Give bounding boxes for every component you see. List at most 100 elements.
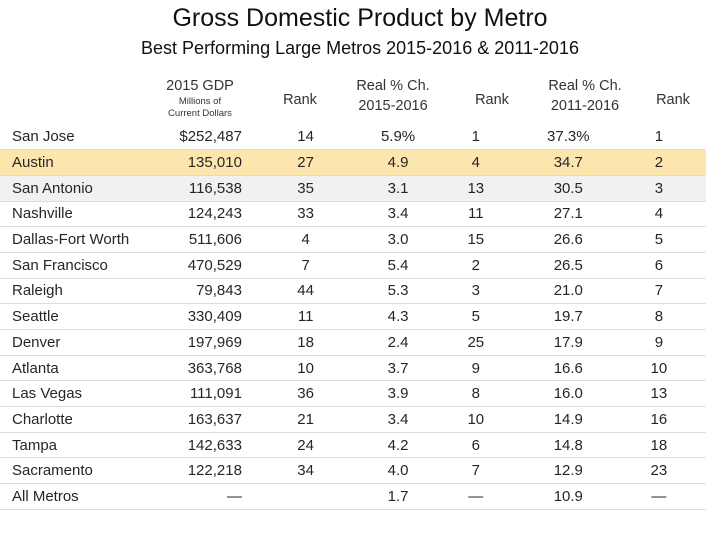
gdp-rank — [241, 483, 370, 510]
slide-subtitle: Best Performing Large Metros 2015-2016 &… — [141, 38, 579, 58]
pct-change-2015-2016: 4.3 — [369, 303, 427, 330]
rank-2011-2016: 23 — [611, 457, 706, 485]
rank-2011-2016: 18 — [611, 432, 706, 459]
header-pct-2015-2016: Real % Ch. 2015-2016 — [343, 76, 443, 116]
header-gdp: 2015 GDP Millions of Current Dollars — [150, 76, 250, 120]
table-row: San Francisco 470,529 7 5.4 2 26.5 6 — [0, 252, 706, 279]
metro-name: Sacramento — [0, 457, 171, 485]
rank-2011-2016: 8 — [611, 303, 706, 330]
rank-2011-2016: 6 — [611, 252, 706, 279]
table-row: Las Vegas 111,091 36 3.9 8 16.0 13 — [0, 380, 706, 408]
rank-2011-2016: 3 — [611, 175, 706, 202]
rank-2011-2016: 5 — [611, 226, 706, 253]
header-pct1-line1: Real % Ch. — [356, 78, 430, 94]
gdp-table: San Jose $252,487 14 5.9% 1 37.3% 1 Austin 135,0… — [0, 124, 706, 510]
pct-change-2015-2016: 5.4 — [369, 252, 427, 279]
header-gdp-unit-1: Millions of — [178, 96, 222, 107]
pct-change-2015-2016: 4.0 — [369, 457, 427, 485]
gdp-rank: 36 — [241, 380, 370, 408]
pct-change-2011-2016: 10.9 — [524, 483, 612, 510]
gdp-value: 79,843 — [170, 278, 242, 305]
gdp-value: 116,538 — [170, 175, 242, 202]
metro-name: Tampa — [0, 432, 171, 459]
header-pct1-line2: 2015-2016 — [358, 98, 428, 114]
rank-2015-2016: 4 — [426, 149, 525, 176]
gdp-rank: 33 — [241, 201, 370, 228]
rank-2011-2016: 16 — [611, 406, 706, 433]
metro-name: Denver — [0, 329, 171, 356]
rank-2015-2016: 25 — [426, 329, 525, 356]
metro-name: Seattle — [0, 303, 171, 330]
table-row: Seattle 330,409 11 4.3 5 19.7 8 — [0, 303, 706, 330]
rank-2015-2016: — — [426, 483, 525, 510]
header-gdp-unit-2: Current Dollars — [168, 108, 232, 119]
table-row: All Metros —1.7—10.9— — [0, 483, 706, 510]
header-pct2-line1: Real % Ch. — [548, 78, 622, 94]
gdp-value: 142,633 — [170, 432, 242, 459]
header-pct2-line2: 2011-2016 — [550, 98, 620, 114]
table-row: San Antonio 116,538 35 3.1 13 30.5 3 — [0, 175, 706, 202]
pct-change-2011-2016: 14.9 — [524, 406, 612, 433]
gdp-rank: 21 — [241, 406, 370, 433]
gdp-value: 163,637 — [170, 406, 242, 433]
rank-2015-2016: 6 — [426, 432, 525, 459]
pct-change-2011-2016: 26.5 — [524, 252, 612, 279]
metro-name: Las Vegas — [0, 380, 171, 408]
pct-change-2015-2016: 4.2 — [369, 432, 427, 459]
pct-change-2015-2016: 4.9 — [369, 149, 427, 176]
gdp-value: 124,243 — [170, 201, 242, 228]
rank-2011-2016: 10 — [611, 355, 706, 382]
metro-name: San Francisco — [0, 252, 171, 279]
gdp-value: 470,529 — [170, 252, 242, 279]
gdp-value: 511,606 — [170, 226, 242, 253]
table-row: Nashville 124,243 33 3.4 11 27.1 4 — [0, 201, 706, 228]
gdp-value: 135,010 — [170, 149, 242, 176]
slide-title: Gross Domestic Product by Metro — [172, 4, 548, 32]
pct-change-2015-2016: 2.4 — [369, 329, 427, 356]
pct-change-2015-2016: 5.9% — [369, 124, 427, 151]
rank-2015-2016: 3 — [426, 278, 525, 305]
header-gdp-label: 2015 GDP — [166, 78, 234, 94]
table-row: Charlotte 163,637 21 3.4 10 14.9 16 — [0, 406, 706, 433]
table-row: Dallas-Fort Worth 511,606 4 3.0 15 26.6 5 — [0, 226, 706, 253]
rank-2015-2016: 7 — [426, 457, 525, 485]
rank-2011-2016: 9 — [611, 329, 706, 356]
pct-change-2011-2016: 27.1 — [524, 201, 612, 228]
rank-2015-2016: 10 — [426, 406, 525, 433]
pct-change-2011-2016: 30.5 — [524, 175, 612, 202]
rank-2011-2016: 7 — [611, 278, 706, 305]
table-row: Denver 197,969 18 2.4 25 17.9 9 — [0, 329, 706, 356]
pct-change-2015-2016: 3.9 — [369, 380, 427, 408]
rank-2011-2016: — — [611, 483, 706, 510]
gdp-rank: 35 — [241, 175, 370, 202]
rank-2015-2016: 5 — [426, 303, 525, 330]
metro-name: Dallas-Fort Worth — [0, 226, 171, 253]
rank-2015-2016: 9 — [426, 355, 525, 382]
rank-2011-2016: 13 — [611, 380, 706, 408]
gdp-value: 111,091 — [170, 380, 242, 408]
gdp-rank: 27 — [241, 149, 370, 176]
gdp-value: 122,218 — [170, 457, 242, 485]
rank-2015-2016: 15 — [426, 226, 525, 253]
gdp-value: 363,768 — [170, 355, 242, 382]
pct-change-2015-2016: 1.7 — [369, 483, 427, 510]
pct-change-2011-2016: 16.0 — [524, 380, 612, 408]
metro-name: Raleigh — [0, 278, 171, 305]
pct-change-2011-2016: 26.6 — [524, 226, 612, 253]
table-row: Raleigh 79,843 44 5.3 3 21.0 7 — [0, 278, 706, 305]
gdp-rank: 34 — [241, 457, 370, 485]
table-row: San Jose $252,487 14 5.9% 1 37.3% 1 — [0, 124, 706, 151]
pct-change-2015-2016: 3.4 — [369, 201, 427, 228]
gdp-value: 197,969 — [170, 329, 242, 356]
gdp-rank: 10 — [241, 355, 370, 382]
header-rank-2011-2016: Rank — [656, 92, 690, 108]
pct-change-2015-2016: 5.3 — [369, 278, 427, 305]
gdp-value: — — [170, 483, 242, 510]
metro-name: Charlotte — [0, 406, 171, 433]
table-row: Austin 135,010 27 4.9 4 34.7 2 — [0, 149, 706, 176]
metro-name: Atlanta — [0, 355, 171, 382]
metro-name: San Jose — [0, 124, 171, 151]
metro-name: San Antonio — [0, 175, 171, 202]
rank-2015-2016: 13 — [426, 175, 525, 202]
metro-name: Nashville — [0, 201, 171, 228]
